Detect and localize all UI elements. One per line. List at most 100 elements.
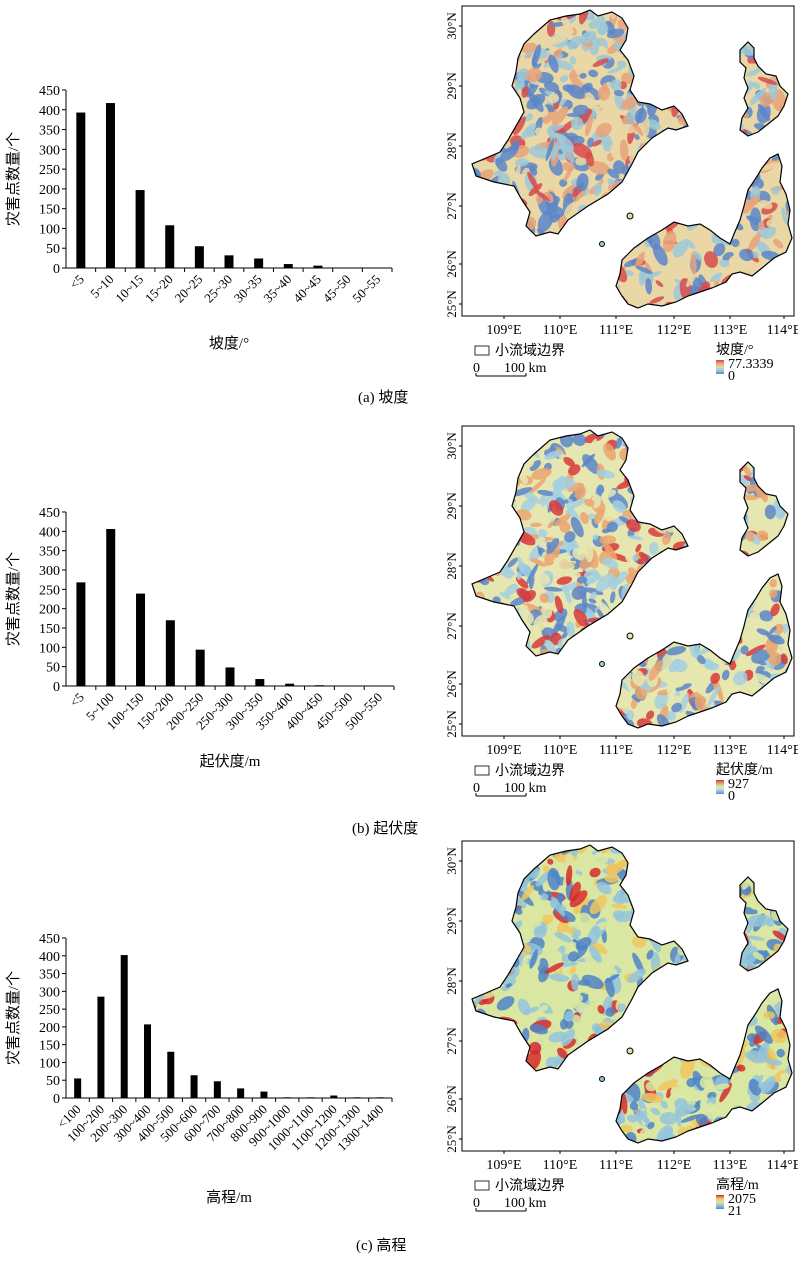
- islet: [627, 1048, 633, 1054]
- bar: [195, 246, 204, 268]
- bar: [255, 679, 264, 686]
- bar: [284, 264, 293, 268]
- islet: [600, 1077, 605, 1082]
- lon-label: 113°E: [713, 743, 748, 758]
- terrain-patch: [765, 505, 776, 520]
- bar: [136, 594, 145, 686]
- bar: [166, 620, 175, 686]
- lat-label: 29°N: [444, 492, 459, 520]
- x-tick-label: <5: [67, 690, 87, 710]
- bar: [106, 529, 115, 686]
- x-tick-label: <5: [67, 272, 87, 292]
- y-tick-label: 250: [39, 1003, 60, 1018]
- y-tick-label: 50: [46, 242, 60, 257]
- y-axis-title: 灾害点数量/个: [5, 552, 22, 646]
- lon-label: 110°E: [543, 323, 578, 338]
- caption-a: (a) 坡度: [358, 386, 408, 407]
- lon-label: 114°E: [767, 323, 798, 338]
- lon-label: 112°E: [657, 323, 692, 338]
- y-tick-label: 400: [39, 525, 60, 540]
- x-axis-title: 起伏度/m: [200, 753, 261, 770]
- lon-label: 111°E: [599, 743, 633, 758]
- bar: [106, 103, 115, 268]
- y-tick-label: 0: [53, 680, 60, 695]
- y-tick-label: 0: [53, 262, 60, 277]
- lat-label: 25°N: [444, 290, 459, 318]
- islet: [600, 662, 605, 667]
- lon-label: 109°E: [486, 743, 521, 758]
- bar: [136, 190, 145, 268]
- bar: [76, 582, 85, 686]
- relief-bar-chart: 050100150200250300350400450<55~100100~15…: [0, 498, 400, 843]
- y-tick-label: 0: [53, 1092, 60, 1107]
- y-axis-title: 灾害点数量/个: [5, 971, 22, 1065]
- ramp-legend-title: 起伏度/m: [716, 762, 773, 778]
- bar: [225, 255, 234, 268]
- lon-label: 112°E: [657, 1158, 692, 1173]
- bar: [313, 266, 322, 268]
- lon-label: 111°E: [599, 1158, 633, 1173]
- lon-label: 109°E: [486, 323, 521, 338]
- lat-label: 30°N: [444, 847, 459, 875]
- lon-label: 114°E: [767, 1158, 798, 1173]
- lat-label: 28°N: [444, 967, 459, 995]
- terrain-patch: [672, 659, 688, 672]
- lon-label: 113°E: [713, 1158, 748, 1173]
- y-tick-label: 150: [39, 1039, 60, 1054]
- bar: [315, 685, 324, 686]
- y-tick-label: 350: [39, 545, 60, 560]
- y-tick-label: 250: [39, 583, 60, 598]
- lat-label: 26°N: [444, 250, 459, 278]
- x-tick-label: 50~55: [349, 272, 383, 306]
- lat-label: 28°N: [444, 552, 459, 580]
- lat-label: 25°N: [444, 1125, 459, 1153]
- y-tick-label: 250: [39, 163, 60, 178]
- y-tick-label: 350: [39, 968, 60, 983]
- y-tick-label: 450: [39, 84, 60, 99]
- lat-label: 29°N: [444, 907, 459, 935]
- lon-label: 110°E: [543, 1158, 578, 1173]
- y-tick-label: 450: [39, 932, 60, 947]
- boundary-legend-label: 小流域边界: [495, 763, 565, 779]
- y-tick-label: 50: [46, 1074, 60, 1089]
- ramp-legend-bar: [716, 1195, 724, 1209]
- x-axis-title: 高程/m: [206, 1189, 252, 1206]
- bar: [97, 997, 104, 1098]
- y-tick-label: 450: [39, 506, 60, 521]
- x-tick-label: 25~30: [201, 272, 235, 306]
- scale-distance-label: 100 km: [504, 361, 547, 376]
- lat-label: 29°N: [444, 72, 459, 100]
- ramp-legend-title: 高程/m: [716, 1176, 759, 1193]
- y-tick-label: 200: [39, 183, 60, 198]
- bar: [254, 259, 263, 268]
- y-axis-title: 灾害点数量/个: [5, 132, 22, 226]
- y-tick-label: 300: [39, 143, 60, 158]
- lat-label: 30°N: [444, 432, 459, 460]
- bar: [191, 1075, 198, 1098]
- x-tick-label: 35~40: [260, 272, 294, 306]
- x-tick-label: 15~20: [142, 272, 176, 306]
- x-tick-label: 10~15: [112, 272, 146, 306]
- lon-label: 111°E: [599, 323, 633, 338]
- bar: [144, 1024, 151, 1098]
- ramp-legend-bar: [716, 780, 724, 794]
- islet: [627, 213, 633, 219]
- boundary-legend-label: 小流域边界: [495, 343, 565, 359]
- boundary-legend-label: 小流域边界: [495, 1178, 565, 1194]
- islet: [627, 633, 633, 639]
- lat-label: 30°N: [444, 12, 459, 40]
- lat-label: 26°N: [444, 1085, 459, 1113]
- x-tick-label: 30~35: [231, 272, 265, 306]
- bar: [377, 1097, 384, 1098]
- lat-label: 25°N: [444, 710, 459, 738]
- scale-distance-label: 100 km: [504, 781, 547, 796]
- y-tick-label: 150: [39, 622, 60, 637]
- boundary-legend-swatch: [475, 766, 489, 775]
- caption-c: (c) 高程: [356, 1234, 406, 1255]
- y-tick-label: 350: [39, 124, 60, 139]
- x-axis-title: 坡度/°: [209, 335, 249, 352]
- bar: [226, 667, 235, 686]
- lon-label: 114°E: [767, 743, 798, 758]
